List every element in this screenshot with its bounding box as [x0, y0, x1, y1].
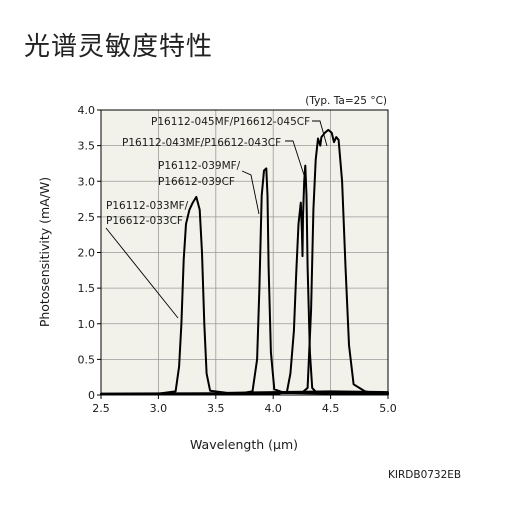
y-tick-label: 1.0: [78, 318, 96, 331]
label-039-line-1: P16112-039MF/: [158, 160, 241, 172]
x-tick-label: 3.5: [207, 402, 225, 415]
leader-045: [312, 120, 328, 147]
y-tick-label: 1.5: [78, 282, 96, 295]
x-axis-ticks: 2.5 3.0 3.5 4.0 4.5 5.0: [92, 395, 397, 415]
leader-039: [241, 170, 260, 215]
document-code: KIRDB0732EB: [388, 469, 462, 481]
y-tick-label: 2.0: [78, 247, 96, 260]
annotations: (Typ. Ta=25 °C) P16112-045MF/P16612-045C…: [105, 95, 387, 319]
x-axis-label: Wavelength (μm): [190, 437, 298, 452]
y-tick-label: 3.5: [78, 140, 96, 153]
y-tick-label: 3.0: [78, 175, 96, 188]
grid-lines: [101, 110, 388, 395]
y-axis-label: Photosensitivity (mA/W): [37, 177, 52, 327]
label-043-line-1: P16112-043MF/P16612-043CF: [122, 137, 281, 149]
series-layer: [100, 128, 389, 396]
x-tick-label: 2.5: [92, 402, 110, 415]
label-045-line-1: P16112-045MF/P16612-045CF: [151, 116, 310, 128]
y-tick-label: 2.5: [78, 211, 96, 224]
series-line-3: [100, 128, 389, 396]
label-039-line-2: P16612-039CF: [158, 176, 235, 188]
y-tick-label: 4.0: [78, 104, 96, 117]
x-tick-label: 3.0: [150, 402, 168, 415]
leader-043: [285, 140, 305, 176]
series-line-1: [100, 167, 389, 396]
x-tick-label: 5.0: [379, 402, 397, 415]
x-tick-label: 4.0: [264, 402, 282, 415]
label-033-line-1: P16112-033MF/: [106, 200, 189, 212]
y-tick-label: 0.5: [78, 353, 96, 366]
label-033-line-2: P16612-033CF: [106, 215, 183, 227]
y-tick-label: 0: [88, 389, 95, 402]
condition-note: (Typ. Ta=25 °C): [305, 95, 387, 107]
x-tick-label: 4.5: [322, 402, 340, 415]
y-axis-ticks: 0 0.5 1.0 1.5 2.0 2.5 3.0 3.5 4.0: [78, 104, 101, 402]
page-title: 光谱灵敏度特性: [24, 32, 214, 62]
leader-033: [105, 227, 179, 319]
